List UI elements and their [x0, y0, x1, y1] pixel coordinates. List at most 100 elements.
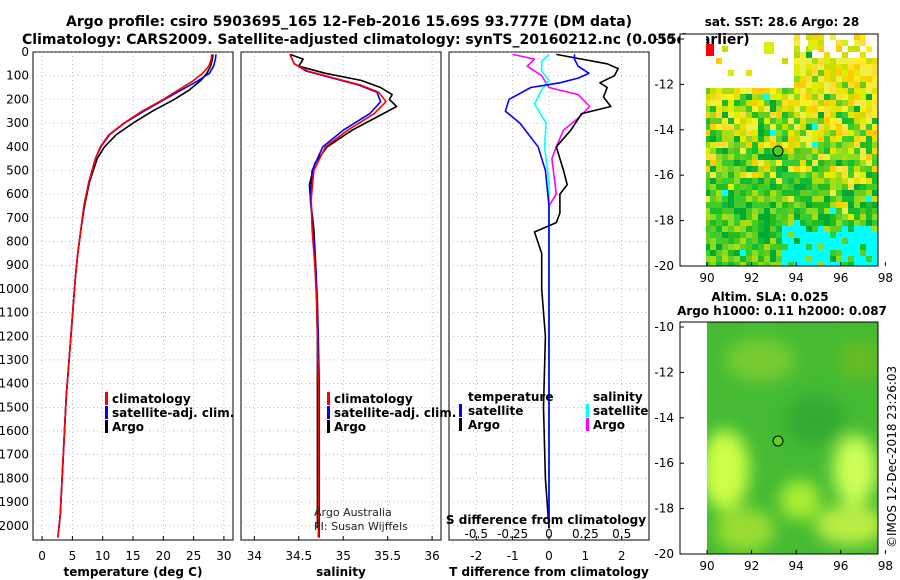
sst-map-cell: [794, 172, 800, 178]
sst-map-cell: [746, 184, 752, 190]
sst-map-cell: [848, 166, 854, 172]
sst-map-cell: [704, 172, 710, 178]
sst-map-cell: [716, 202, 722, 208]
sst-map-cell: [818, 88, 824, 94]
sst-map-cell: [860, 52, 866, 58]
legend-label-satellite: satellite: [468, 404, 523, 418]
difference-legend-salinity: salinity satellite Argo: [586, 390, 648, 432]
title-line-1: Argo profile: csiro 5903695_165 12-Feb-2…: [66, 14, 632, 30]
sst-map-cell: [728, 238, 734, 244]
sst-map-cell: [872, 94, 878, 100]
sst-map-cell: [812, 82, 818, 88]
sst-map-cell: [728, 94, 734, 100]
sst-map-cell: [872, 214, 878, 220]
sst-map-cell: [824, 112, 830, 118]
sst-map-cell: [716, 58, 722, 64]
sst-map-cell: [776, 154, 782, 160]
sst-map-cell: [860, 238, 866, 244]
sst-map-cell: [764, 238, 770, 244]
sst-map-cell: [860, 208, 866, 214]
sst-map-cell: [830, 70, 836, 76]
sst-map-cell: [794, 196, 800, 202]
sst-map-cell: [782, 94, 788, 100]
sst-map-cell: [716, 94, 722, 100]
sst-map-cell: [770, 244, 776, 250]
sst-map-cell: [782, 124, 788, 130]
sst-map-cell: [776, 166, 782, 172]
sst-map-cell: [704, 226, 710, 232]
sst-map-cell: [734, 256, 740, 262]
sst-map-cell: [866, 148, 872, 154]
argo-location-marker: [772, 145, 784, 157]
sst-map-cell: [734, 88, 740, 94]
sst-map-cell: [872, 118, 878, 124]
sst-map-cell: [716, 178, 722, 184]
sst-map-cell: [782, 88, 788, 94]
sst-map-cell: [836, 190, 842, 196]
sst-map-cell: [836, 238, 842, 244]
sst-map-cell: [734, 166, 740, 172]
sst-map-cell: [722, 172, 728, 178]
map-lat-label: -16: [654, 456, 674, 470]
sst-map-cell: [812, 256, 818, 262]
sst-map-cell: [728, 232, 734, 238]
sst-map-cell: [734, 124, 740, 130]
sst-map-cell: [806, 232, 812, 238]
sst-map-cell: [716, 160, 722, 166]
sst-map-cell: [866, 136, 872, 142]
sst-map-cell: [842, 100, 848, 106]
sst-map-cell: [842, 172, 848, 178]
sst-map-cell: [830, 178, 836, 184]
sst-map-cell: [752, 214, 758, 220]
sst-map-cell: [728, 88, 734, 94]
sst-map-cell: [716, 244, 722, 250]
sst-map-cell: [710, 142, 716, 148]
depth-tick-label: 1300: [0, 353, 29, 367]
sst-map-cell: [764, 202, 770, 208]
s-diff-tick-label: 0: [545, 527, 553, 541]
sst-map-cell: [758, 154, 764, 160]
sst-map-cell: [854, 136, 860, 142]
sst-map-cell: [734, 100, 740, 106]
sst-map-cell: [842, 160, 848, 166]
sst-map-cell: [734, 142, 740, 148]
sst-map-cell: [806, 226, 812, 232]
sst-map-cell: [722, 142, 728, 148]
sst-map-cell: [800, 178, 806, 184]
sst-map-cell: [746, 94, 752, 100]
sst-map-cell: [782, 232, 788, 238]
sst-map-cell: [860, 118, 866, 124]
sst-map-cell: [758, 184, 764, 190]
sst-map-cell: [794, 244, 800, 250]
sst-map-cell: [812, 250, 818, 256]
sst-map-cell: [866, 142, 872, 148]
sst-map-cell: [728, 262, 734, 266]
sst-map-cell: [752, 184, 758, 190]
sst-map-cell: [710, 154, 716, 160]
sst-map-cell: [830, 148, 836, 154]
map-lat-label: -14: [654, 411, 674, 425]
sst-map-cell: [854, 118, 860, 124]
sst-map-cell: [848, 202, 854, 208]
sst-map-cell: [818, 226, 824, 232]
sst-map-cell: [704, 88, 710, 94]
sst-map-cell: [836, 148, 842, 154]
map-lat-label: -10: [654, 32, 674, 46]
sst-map-cell: [746, 124, 752, 130]
sst-map-cell: [752, 178, 758, 184]
sst-map-cell: [848, 130, 854, 136]
sst-map-cell: [782, 214, 788, 220]
sst-map-cell: [728, 202, 734, 208]
sst-map-cell: [734, 106, 740, 112]
map-lon-label: 98: [878, 271, 893, 285]
sst-map-cell: [842, 220, 848, 226]
sst-map-cell: [704, 124, 710, 130]
sst-map-cell: [800, 124, 806, 130]
sst-map-cell: [818, 154, 824, 160]
sst-map-cell: [764, 42, 774, 54]
sst-map-cell: [740, 142, 746, 148]
sst-map-cell: [824, 256, 830, 262]
sst-map-cell: [806, 82, 812, 88]
map-lat-label: -16: [654, 168, 674, 182]
sst-map-cell: [866, 64, 872, 70]
